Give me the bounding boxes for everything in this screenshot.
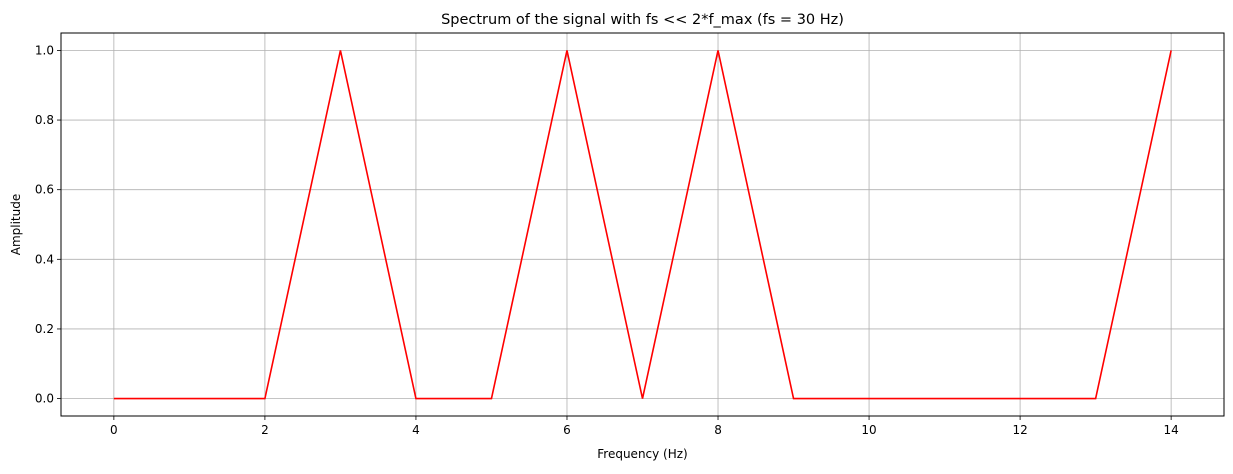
plot-frame	[60, 32, 1225, 417]
y-tick-label: 0.0	[35, 392, 54, 406]
x-axis-label: Frequency (Hz)	[597, 447, 688, 461]
y-axis-label: Amplitude	[9, 194, 23, 256]
y-tick-label: 0.2	[35, 322, 54, 336]
x-tick-label: 0	[110, 423, 118, 437]
ticks	[57, 50, 1172, 420]
y-tick-label: 1.0	[35, 43, 54, 57]
tick-labels: 0 2 4 6 8 10 12 14 0.0 0.2 0.4 0.6 0.8 1.0	[35, 43, 1179, 437]
x-tick-label: 2	[261, 423, 269, 437]
y-tick-label: 0.6	[35, 183, 54, 197]
x-tick-label: 6	[563, 423, 571, 437]
y-tick-label: 0.8	[35, 113, 54, 127]
x-tick-label: 14	[1163, 423, 1178, 437]
series-layer	[113, 50, 1172, 400]
x-tick-label: 12	[1012, 423, 1027, 437]
series-line-0	[113, 50, 1172, 400]
y-tick-label: 0.4	[35, 252, 54, 266]
x-tick-label: 10	[861, 423, 876, 437]
chart-title: Spectrum of the signal with fs << 2*f_ma…	[441, 12, 844, 28]
x-tick-label: 4	[412, 423, 420, 437]
grid	[61, 33, 1224, 416]
x-tick-label: 8	[714, 423, 722, 437]
